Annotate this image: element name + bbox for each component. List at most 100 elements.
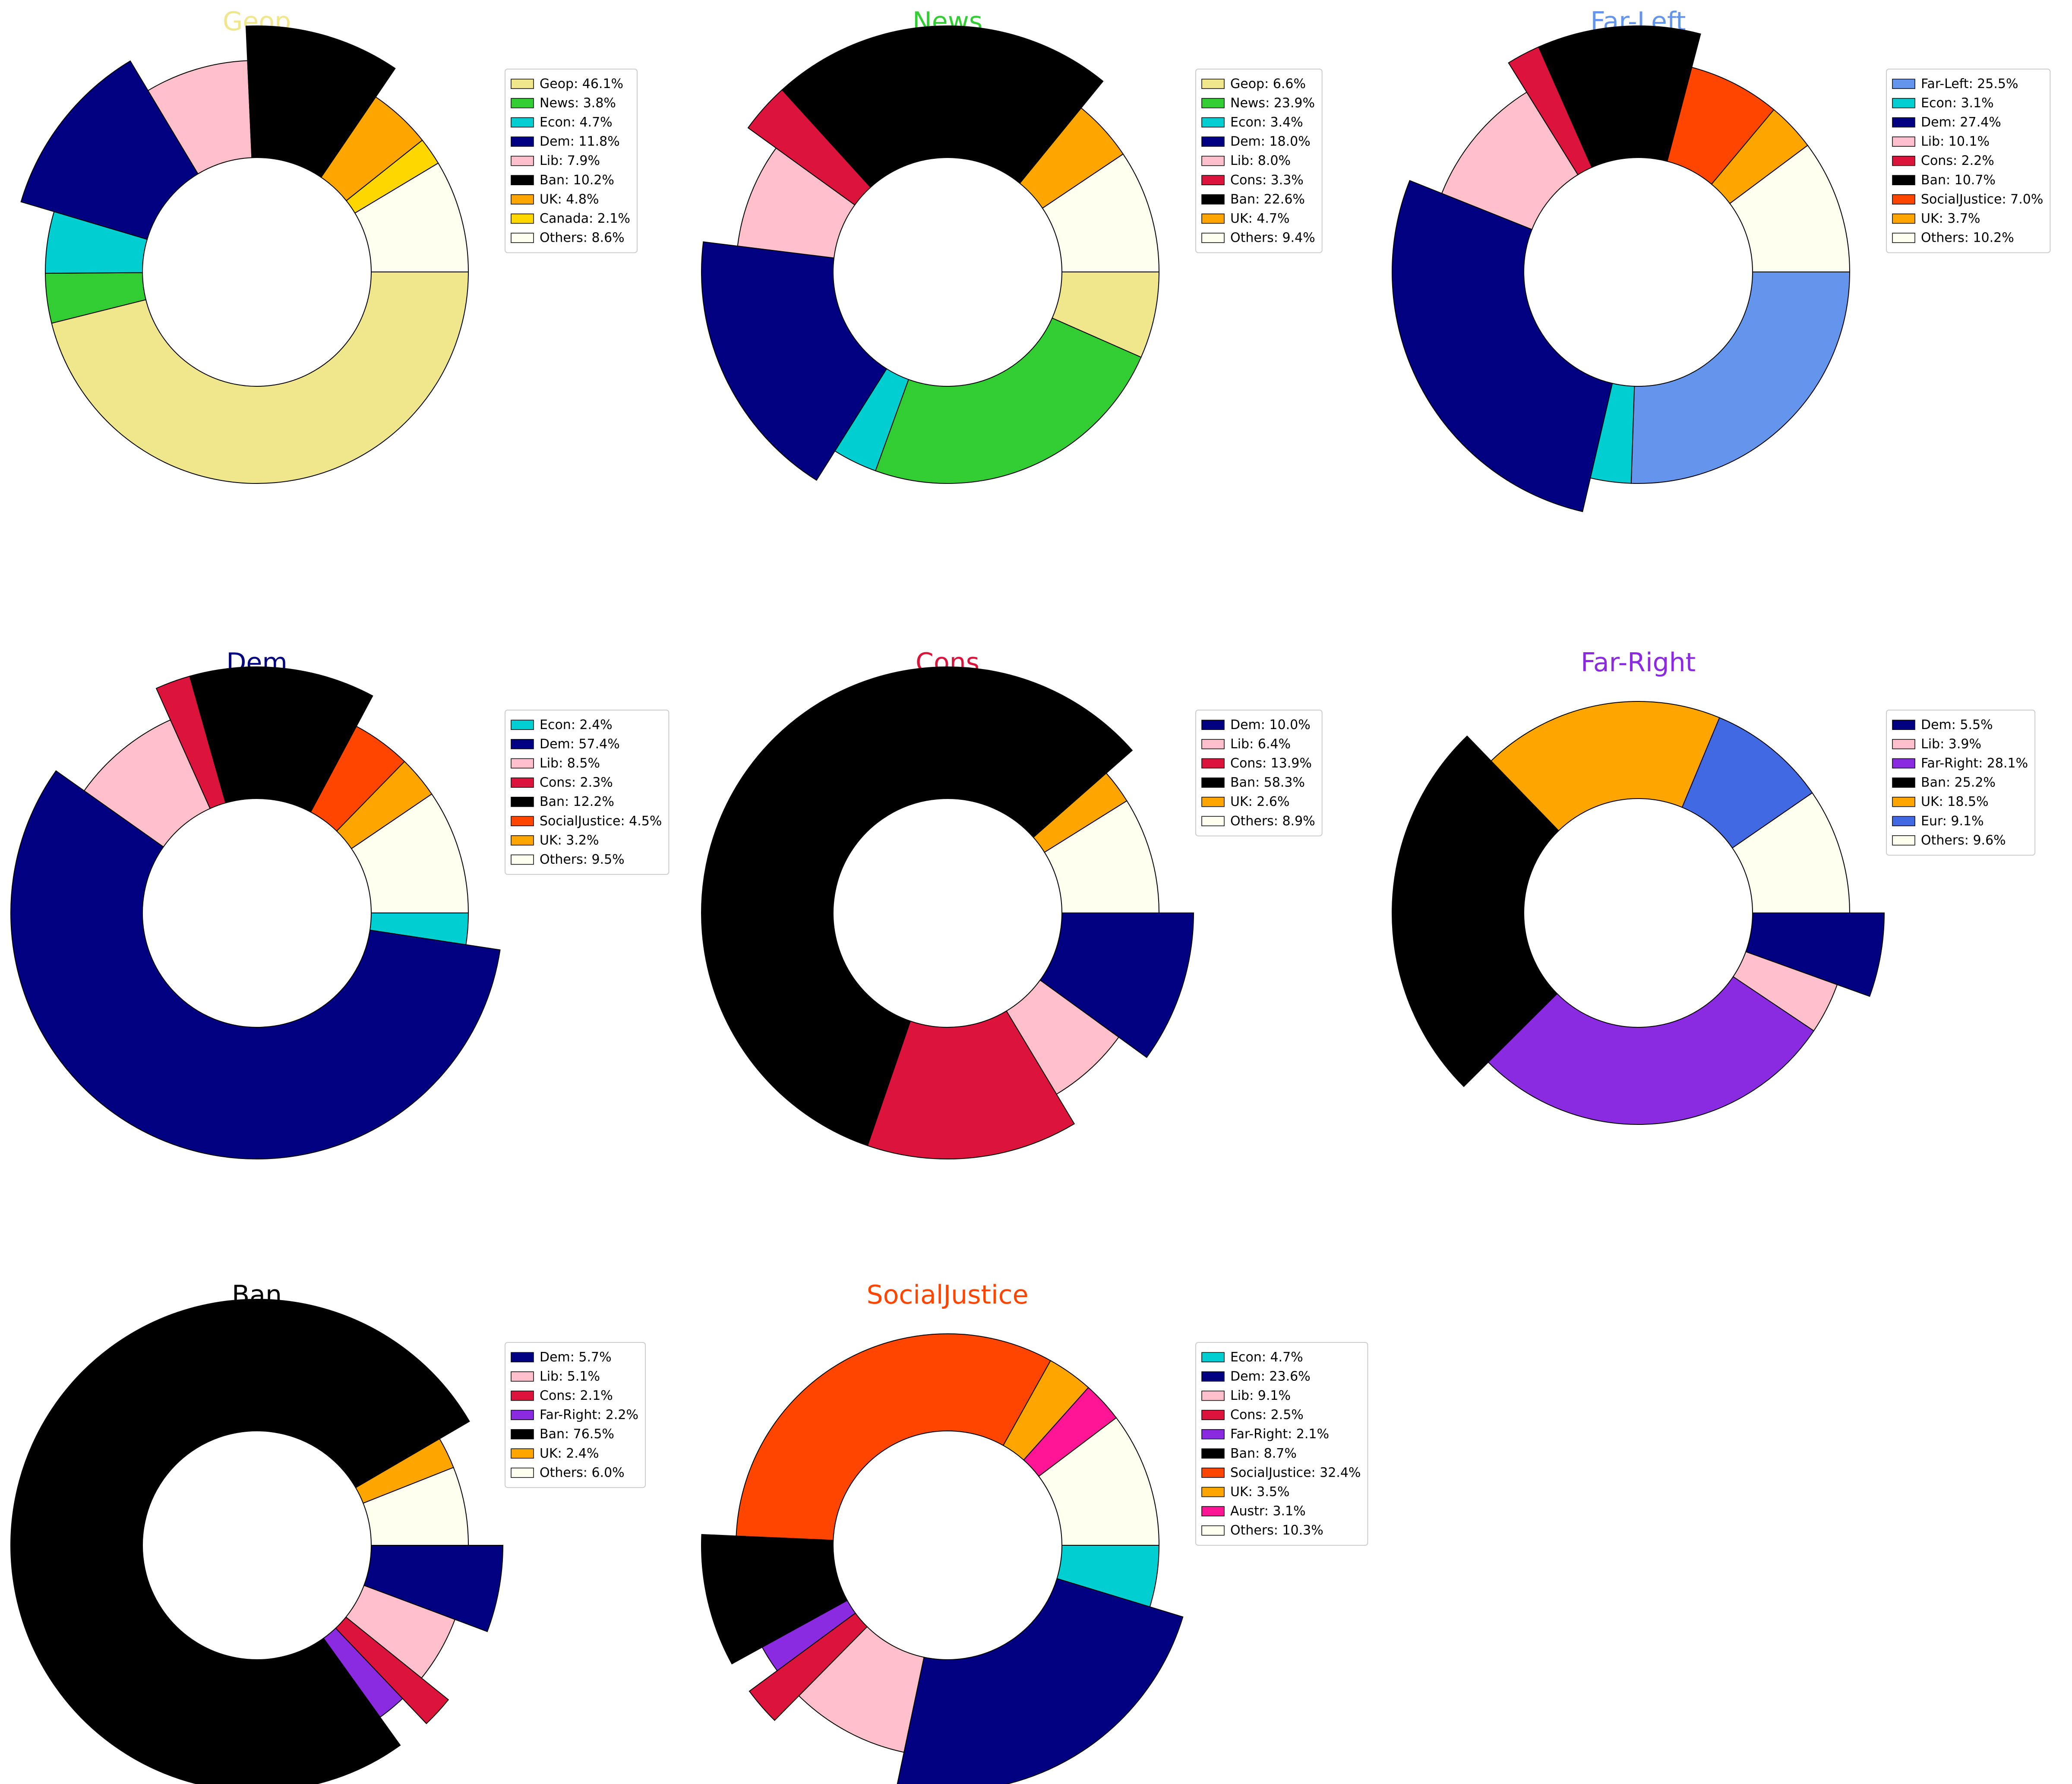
legend-swatch-cons [511,1390,534,1401]
legend-label-cons: Cons: 3.3% [1230,173,1304,188]
wedge-socialjustice-ban [701,1534,848,1664]
legend-swatch-lib [1201,155,1225,166]
legend-label-dem: Dem: 10.0% [1230,717,1311,733]
legend-label-far-right: Far-Right: 2.1% [1230,1427,1329,1442]
wedge-socialjustice-dem [897,1578,1184,1784]
legend-swatch-uk [1201,796,1225,807]
legend-swatch-dem [1892,117,1915,128]
legend-swatch-uk [1201,213,1225,224]
legend-label-cons: Cons: 2.3% [540,775,613,790]
legend-label-news: News: 3.8% [540,95,616,111]
legend-label-socialjustice: SocialJustice: 32.4% [1230,1465,1361,1480]
legend-label-far-left: Far-Left: 25.5% [1921,76,2018,92]
legend-swatch-uk [1201,1487,1225,1497]
legend-label-ban: Ban: 22.6% [1230,192,1305,207]
legend-swatch-econ [1201,1352,1225,1363]
legend-swatch-dem [1201,136,1225,147]
wedge-news-news [875,317,1142,484]
legend-label-ban: Ban: 10.7% [1921,173,1996,188]
legend-swatch-ban [1892,777,1915,788]
legend-label-econ: Econ: 2.4% [540,717,613,733]
legend-swatch-lib [511,155,534,166]
legend-label-econ: Econ: 3.1% [1921,95,1994,111]
legend-swatch-cons [1201,758,1225,769]
legend-swatch-dem [1201,1371,1225,1382]
legend-swatch-lib [1892,739,1915,749]
legend-swatch-uk [1892,796,1915,807]
legend-swatch-others [511,854,534,865]
legend-swatch-econ [511,117,534,128]
wedge-socialjustice-socialjustice [736,1333,1052,1541]
legend-far-right: Dem: 5.5% Lib: 3.9% Far-Right: 28.1% Ban: 2… [1886,710,2036,856]
legend-label-others: Others: 9.4% [1230,230,1315,246]
legend-label-econ: Econ: 3.4% [1230,115,1303,130]
legend-swatch-uk [1892,213,1915,224]
legend-swatch-ban [511,796,534,807]
legend-label-others: Others: 6.0% [540,1465,625,1480]
legend-swatch-others [1892,835,1915,846]
legend-label-cons: Cons: 13.9% [1230,756,1312,771]
wedge-ban-others [363,1467,469,1546]
legend-label-others: Others: 10.3% [1230,1523,1323,1538]
legend-label-lib: Lib: 7.9% [540,153,600,168]
legend-label-uk: UK: 3.7% [1921,211,1980,226]
donut-chart-socialjustice: SocialJustice Econ: 4.7% Dem: 23.6% Lib: 9.… [701,1280,1368,1784]
legend-label-lib: Lib: 6.4% [1230,736,1291,751]
legend-swatch-others [1201,233,1225,243]
wedge-geop-others [354,162,469,272]
legend-swatch-ban [1201,777,1225,788]
legend-label-far-right: Far-Right: 28.1% [1921,756,2028,771]
legend-dem: Econ: 2.4% Dem: 57.4% Lib: 8.5% Cons: 2.3% B… [505,710,670,875]
legend-swatch-lib [511,758,534,769]
legend-frame [505,1342,646,1488]
legend-label-lib: Lib: 9.1% [1230,1388,1291,1403]
legend-swatch-uk [511,1448,534,1459]
legend-label-others: Others: 9.5% [540,852,625,867]
legend-swatch-ban [511,175,534,186]
donut-chart-far-right: Far-Right Dem: 5.5% Lib: 3.9% Far-Right: 28… [1392,647,2036,1125]
legend-far-left: Far-Left: 25.5% Econ: 3.1% Dem: 27.4% Lib: … [1886,69,2051,253]
legend-label-dem: Dem: 18.0% [1230,134,1311,149]
wedge-geop-dem [20,60,199,240]
wedge-ban-dem [363,1545,504,1632]
legend-label-cons: Cons: 2.2% [1921,153,1994,168]
legend-swatch-others [1892,233,1915,243]
legend-swatch-cons [1201,1410,1225,1420]
wedge-cons-others [1044,800,1160,913]
legend-frame [1195,69,1323,253]
legend-swatch-lib [1201,739,1225,749]
legend-label-geop: Geop: 6.6% [1230,76,1306,92]
legend-label-ban: Ban: 10.2% [540,173,614,188]
legend-label-lib: Lib: 5.1% [540,1369,600,1384]
legend-frame [505,710,670,875]
wedge-far-left-others [1729,145,1851,272]
legend-label-lib: Lib: 8.0% [1230,153,1291,168]
legend-label-cons: Cons: 2.5% [1230,1408,1304,1423]
legend-swatch-geop [1201,79,1225,89]
legend-swatch-dem [511,1352,534,1363]
legend-label-dem: Dem: 23.6% [1230,1369,1311,1384]
legend-label-others: Others: 9.6% [1921,833,2006,848]
legend-swatch-far-right [1201,1429,1225,1440]
legend-swatch-uk [511,835,534,846]
wedge-geop-ban [245,25,396,178]
legend-frame [1195,1342,1368,1546]
wedge-dem-others [351,793,469,913]
legend-swatch-far-left [1892,79,1915,89]
legend-label-lib: Lib: 10.1% [1921,134,1990,149]
legend-swatch-cons [511,777,534,788]
legend-label-eur: Eur: 9.1% [1921,814,1984,829]
legend-label-lib: Lib: 3.9% [1921,736,1981,751]
legend-swatch-geop [511,79,534,89]
wedge-dem-dem [10,770,501,1160]
legend-label-uk: UK: 3.5% [1230,1484,1290,1500]
legend-frame [505,69,638,253]
legend-label-socialjustice: SocialJustice: 4.5% [540,814,662,829]
wedge-cons-ban [701,666,1133,1146]
legend-label-uk: UK: 3.2% [540,833,599,848]
legend-label-far-right: Far-Right: 2.2% [540,1408,638,1423]
